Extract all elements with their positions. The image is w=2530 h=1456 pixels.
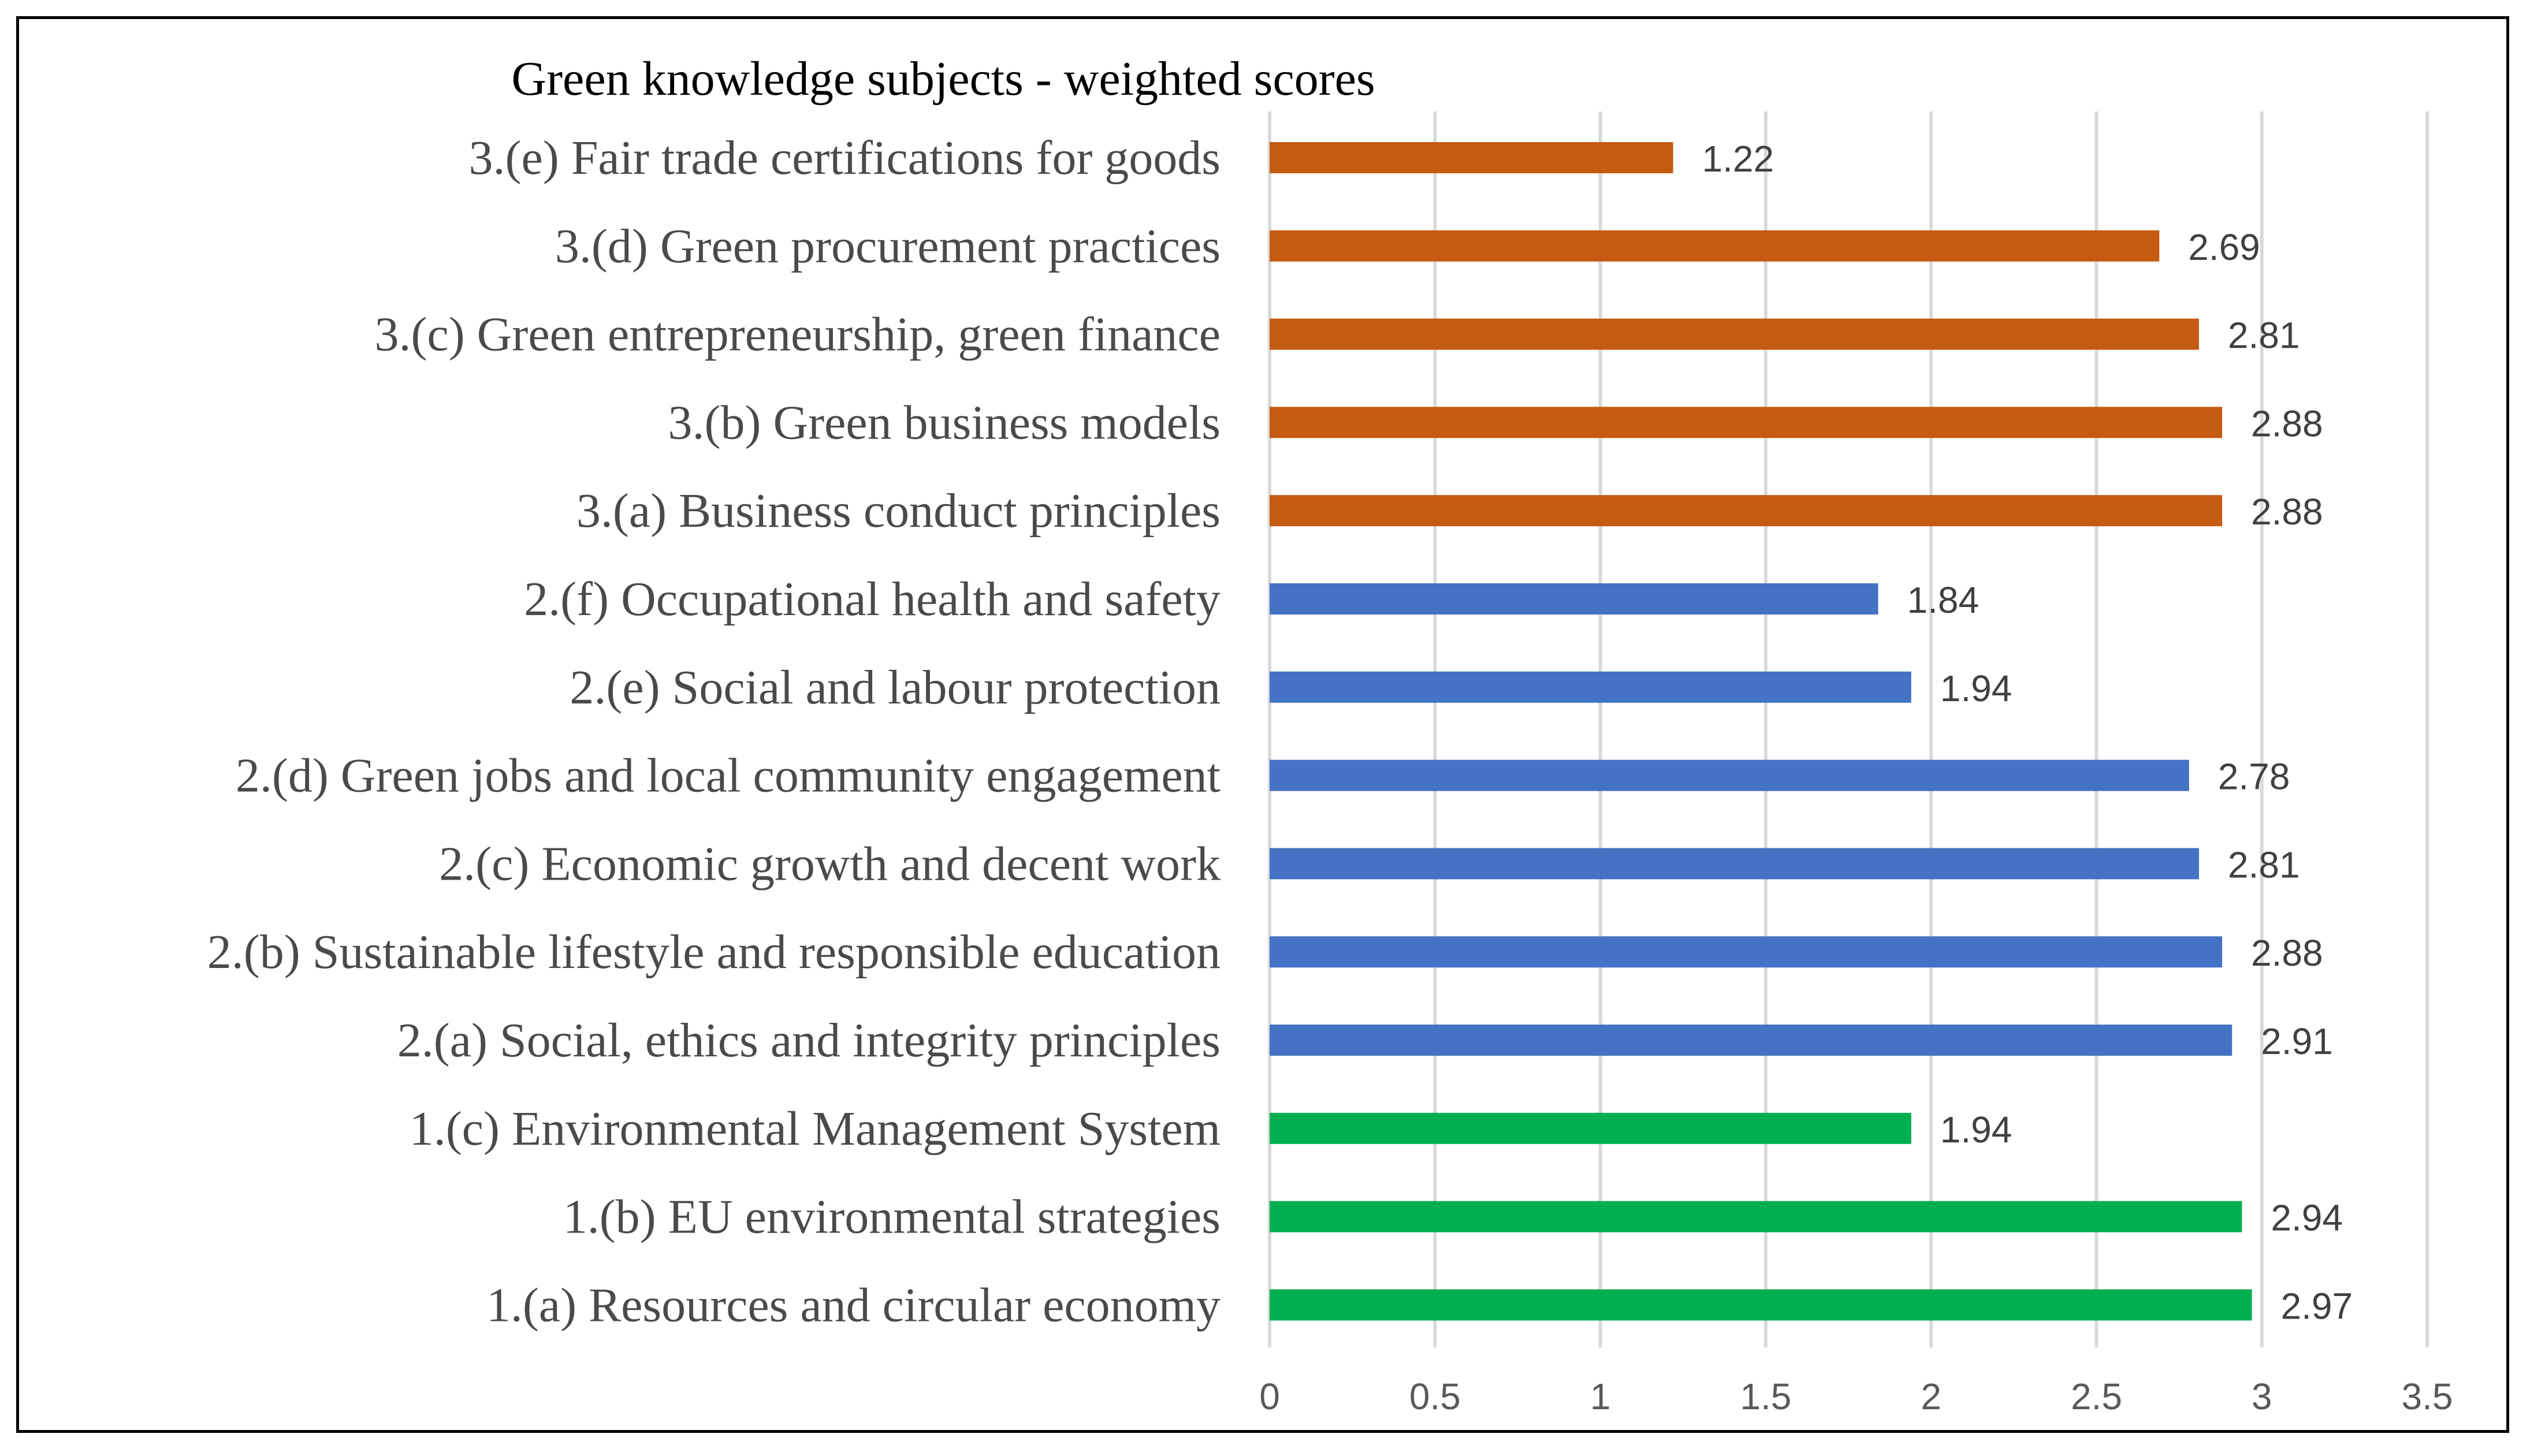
bar (1270, 142, 1673, 173)
bar (1270, 230, 2160, 262)
bar (1270, 671, 1911, 703)
x-tick-label: 3 (2252, 1376, 2272, 1417)
bar-value-label: 2.81 (2228, 844, 2300, 885)
bar (1270, 407, 2223, 438)
category-label: 2.(a) Social, ethics and integrity princ… (397, 1014, 1221, 1067)
bar-value-label: 2.97 (2281, 1285, 2353, 1327)
category-label: 2.(e) Social and labour protection (570, 661, 1221, 714)
bar (1270, 495, 2223, 527)
bar-value-label: 2.88 (2251, 403, 2323, 444)
category-label: 2.(b) Sustainable lifestyle and responsi… (207, 925, 1221, 979)
category-label: 2.(c) Economic growth and decent work (439, 837, 1221, 891)
bar (1270, 759, 2189, 791)
bar-value-label: 2.91 (2261, 1021, 2333, 1062)
x-tick-label: 2 (1921, 1376, 1941, 1417)
gridlines (1268, 111, 2429, 1347)
bar-value-label: 2.88 (2251, 932, 2323, 974)
bar-value-label: 2.94 (2271, 1197, 2343, 1239)
bar (1270, 1025, 2233, 1056)
category-label: 2.(d) Green jobs and local community eng… (236, 749, 1221, 803)
bar-value-label: 1.94 (1940, 1109, 2012, 1150)
bar (1270, 1201, 2242, 1232)
bar-chart: 0 0.5 1 1.5 2 2.5 3 3.5 1.22 3.(e) Fair trade cer… (207, 52, 2453, 1417)
bar (1270, 583, 1878, 615)
bar (1270, 1112, 1911, 1144)
x-tick-label: 3.5 (2402, 1376, 2453, 1417)
bar-value-label: 1.84 (1907, 579, 1980, 621)
x-tick-label: 0.5 (1409, 1376, 1461, 1417)
bar-value-label: 1.94 (1940, 668, 2012, 709)
category-label: 1.(a) Resources and circular economy (486, 1278, 1221, 1332)
bar (1270, 1289, 2252, 1321)
chart-frame: 0 0.5 1 1.5 2 2.5 3 3.5 1.22 3.(e) Fair trade cer… (16, 16, 2509, 1433)
x-tick-label: 1.5 (1740, 1376, 1791, 1417)
bar-value-label: 2.88 (2251, 491, 2323, 532)
chart-title: Green knowledge subjects - weighted scor… (511, 52, 1375, 106)
category-label: 3.(a) Business conduct principles (576, 484, 1221, 538)
category-label: 3.(d) Green procurement practices (555, 219, 1221, 273)
category-label: 3.(e) Fair trade certifications for good… (468, 131, 1221, 185)
bar-value-label: 2.81 (2228, 315, 2300, 356)
bar (1270, 936, 2223, 968)
bar (1270, 318, 2199, 350)
x-tick-label: 1 (1590, 1376, 1611, 1417)
bar-value-label: 2.78 (2218, 756, 2290, 798)
bar (1270, 848, 2199, 880)
bars (1270, 142, 2252, 1321)
bar-value-label: 2.69 (2188, 226, 2260, 268)
category-label: 3.(c) Green entrepreneurship, green fina… (374, 308, 1221, 362)
labels: 0 0.5 1 1.5 2 2.5 3 3.5 1.22 3.(e) Fair trade cer… (207, 131, 2453, 1417)
category-label: 3.(b) Green business models (668, 396, 1221, 449)
x-tick-label: 2.5 (2071, 1376, 2122, 1417)
category-label: 1.(b) EU environmental strategies (563, 1190, 1221, 1244)
bar-value-label: 1.22 (1702, 138, 1774, 180)
x-tick-label: 0 (1259, 1376, 1280, 1417)
category-label: 2.(f) Occupational health and safety (524, 572, 1221, 626)
category-label: 1.(c) Environmental Management System (410, 1102, 1221, 1156)
